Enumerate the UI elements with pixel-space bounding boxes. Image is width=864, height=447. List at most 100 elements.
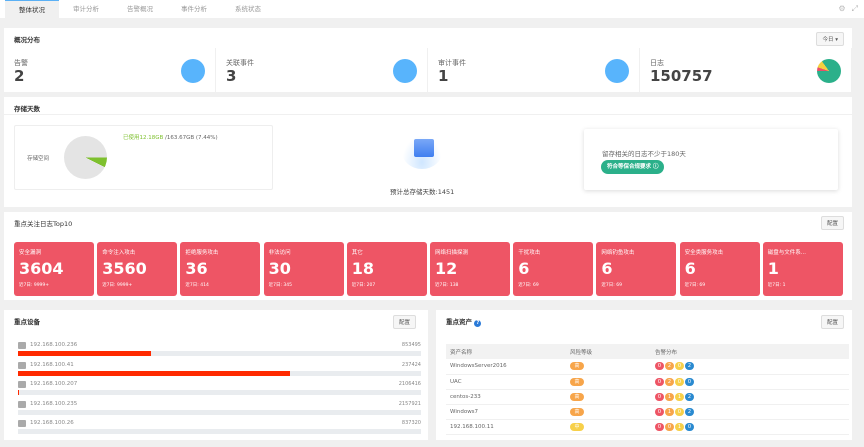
device-row[interactable]: 192.168.100.41 237424 [18,361,421,377]
assets-title: 重点资产 [446,318,472,326]
alert-count-badge: 0 [685,422,694,431]
column-header: 告警分布 [651,344,849,359]
log-card[interactable]: 安全类服务攻击 6 近7日: 69 [679,242,760,296]
top10-title: 重点关注日志Top10 [14,220,73,228]
log-card[interactable]: 安全漏洞 3604 近7日: 9999+ [14,242,94,296]
card-week-value: 1 [782,283,786,288]
top10-panel: 重点关注日志Top10 配置 安全漏洞 3604 近7日: 9999+ 命令注入攻击 3… [4,212,852,300]
table-row[interactable]: UAC 高 0 2 0 0 [446,374,849,390]
devices-panel: 重点设备 配置 192.168.100.236 853495 192.168.100… [4,310,428,440]
asset-name: 192.168.100.11 [446,419,566,435]
asset-name: UAC [446,374,566,390]
card-value: 12 [435,259,458,278]
log-card[interactable]: 命令注入攻击 3560 近7日: 9999+ [97,242,178,296]
risk-badge: 高 [570,362,584,371]
storage-title: 存储天数 [14,105,40,113]
device-count: 2106416 [398,381,421,387]
device-icon [18,361,26,369]
stat-card[interactable]: 关联事件 3 [216,48,428,92]
assets-config-button[interactable]: 配置 [820,315,844,329]
compliance-badge[interactable]: 符合等保合规要求 ⓘ [601,160,665,174]
log-card[interactable]: 网络扫描探测 12 近7日: 138 [430,242,510,296]
card-week-label: 近7日: [268,283,282,288]
log-card[interactable]: 磁盘与文件系... 1 近7日: 1 [762,242,843,296]
device-ip: 192.168.100.207 [30,381,78,387]
card-week-label: 近7日: [601,283,615,288]
risk-badge: 高 [570,392,584,401]
stat-value: 1 [438,67,449,85]
alert-count-badge: 0 [655,377,664,386]
devices-title: 重点设备 [14,318,40,326]
tab-3[interactable]: 事件分析 [181,5,207,13]
devices-config-button[interactable]: 配置 [392,315,416,329]
card-name: 网络钓鱼攻击 [601,250,635,256]
device-bar-fill [18,390,20,395]
range-dropdown[interactable]: 今日 ▾ [816,32,844,46]
storage-space-box: 存储空间 已使用12.18GB /163.67GB (7.44%) [14,125,273,190]
tab-0[interactable]: 整体状况 [5,0,59,18]
stat-card[interactable]: 审计事件 1 [428,48,640,92]
log-card[interactable]: 干扰攻击 6 近7日: 69 [513,242,594,296]
card-week-label: 近7日: [19,283,33,288]
assets-panel: 重点资产 ? 配置 资产名称 风险等级 告警分布 WindowsServer2016 高… [436,310,852,440]
help-icon[interactable]: ? [474,320,482,327]
column-header: 资产名称 [446,344,566,359]
alert-count-badge: 0 [685,377,694,386]
tab-4[interactable]: 系统状态 [235,5,261,13]
device-icon [18,381,26,388]
alert-count-badge: 0 [655,392,664,401]
alert-count-badge: 1 [665,407,674,416]
device-row[interactable]: 192.168.100.236 853495 [18,342,421,357]
stat-circle-icon [181,59,205,83]
risk-badge: 高 [570,377,584,386]
estimate-days: 预计总存储天数:1451 [390,188,455,196]
table-row[interactable]: centos-233 高 0 1 1 2 [446,389,849,405]
log-card[interactable]: 网络钓鱼攻击 6 近7日: 69 [596,242,677,296]
storage-total: /163.67GB (7.44%) [163,135,218,141]
tip-text: 留存相关的日志不少于180天 [602,150,686,158]
device-row[interactable]: 192.168.100.235 2157921 [18,400,421,416]
device-icon [18,420,26,427]
log-card[interactable]: 非法访问 30 近7日: 345 [263,242,344,296]
alert-count-badge: 2 [665,377,674,386]
table-row[interactable]: WindowsServer2016 高 0 2 0 2 [446,359,849,375]
log-card[interactable]: 其它 18 近7日: 207 [346,242,427,296]
card-week-label: 近7日: [185,283,199,288]
card-name: 安全漏洞 [19,250,42,256]
stat-circle-icon [605,59,629,83]
stat-card[interactable]: 日志 150757 [640,48,852,92]
device-ip: 192.168.100.26 [30,420,74,426]
stat-card[interactable]: 告警 2 [4,48,216,92]
alert-count-badge: 0 [655,362,664,371]
expand-icon[interactable]: ⤢ [851,4,858,13]
device-count: 853495 [401,342,421,348]
top10-config-button[interactable]: 配置 [820,216,844,230]
alert-count-badge: 0 [655,407,664,416]
table-row[interactable]: Windows7 高 0 1 0 2 [446,404,849,420]
storage-pie [64,136,107,179]
assets-table: 资产名称 风险等级 告警分布 WindowsServer2016 高 0 2 0 2 UAC 高 0 2… [446,344,849,435]
device-ip: 192.168.100.235 [30,400,78,407]
stat-circle-icon [393,59,417,83]
card-value: 3560 [102,259,147,278]
asset-name: centos-233 [446,389,566,405]
device-bar [18,390,421,395]
log-card[interactable]: 拒绝服务攻击 36 近7日: 414 [180,242,261,296]
card-week-value: 9999+ [33,283,50,288]
card-name: 其它 [351,250,363,256]
tab-1[interactable]: 审计分析 [73,5,99,13]
storage-space-label: 存储空间 [27,156,50,162]
table-row[interactable]: 192.168.100.11 中 0 0 1 0 [446,419,849,435]
alert-count-badge: 1 [675,422,684,431]
alert-count-badge: 2 [685,362,694,371]
gear-icon[interactable]: ⚙ [838,4,846,13]
column-header: 风险等级 [566,344,651,359]
card-week-label: 近7日: [435,283,449,288]
tab-2[interactable]: 告警概况 [127,5,153,13]
device-bar [18,370,421,376]
device-row[interactable]: 192.168.100.26 837320 [18,420,421,435]
card-value: 3604 [19,259,64,278]
log-pie-icon [817,59,841,83]
folder-illustration [402,135,442,169]
device-row[interactable]: 192.168.100.207 2106416 [18,381,421,396]
